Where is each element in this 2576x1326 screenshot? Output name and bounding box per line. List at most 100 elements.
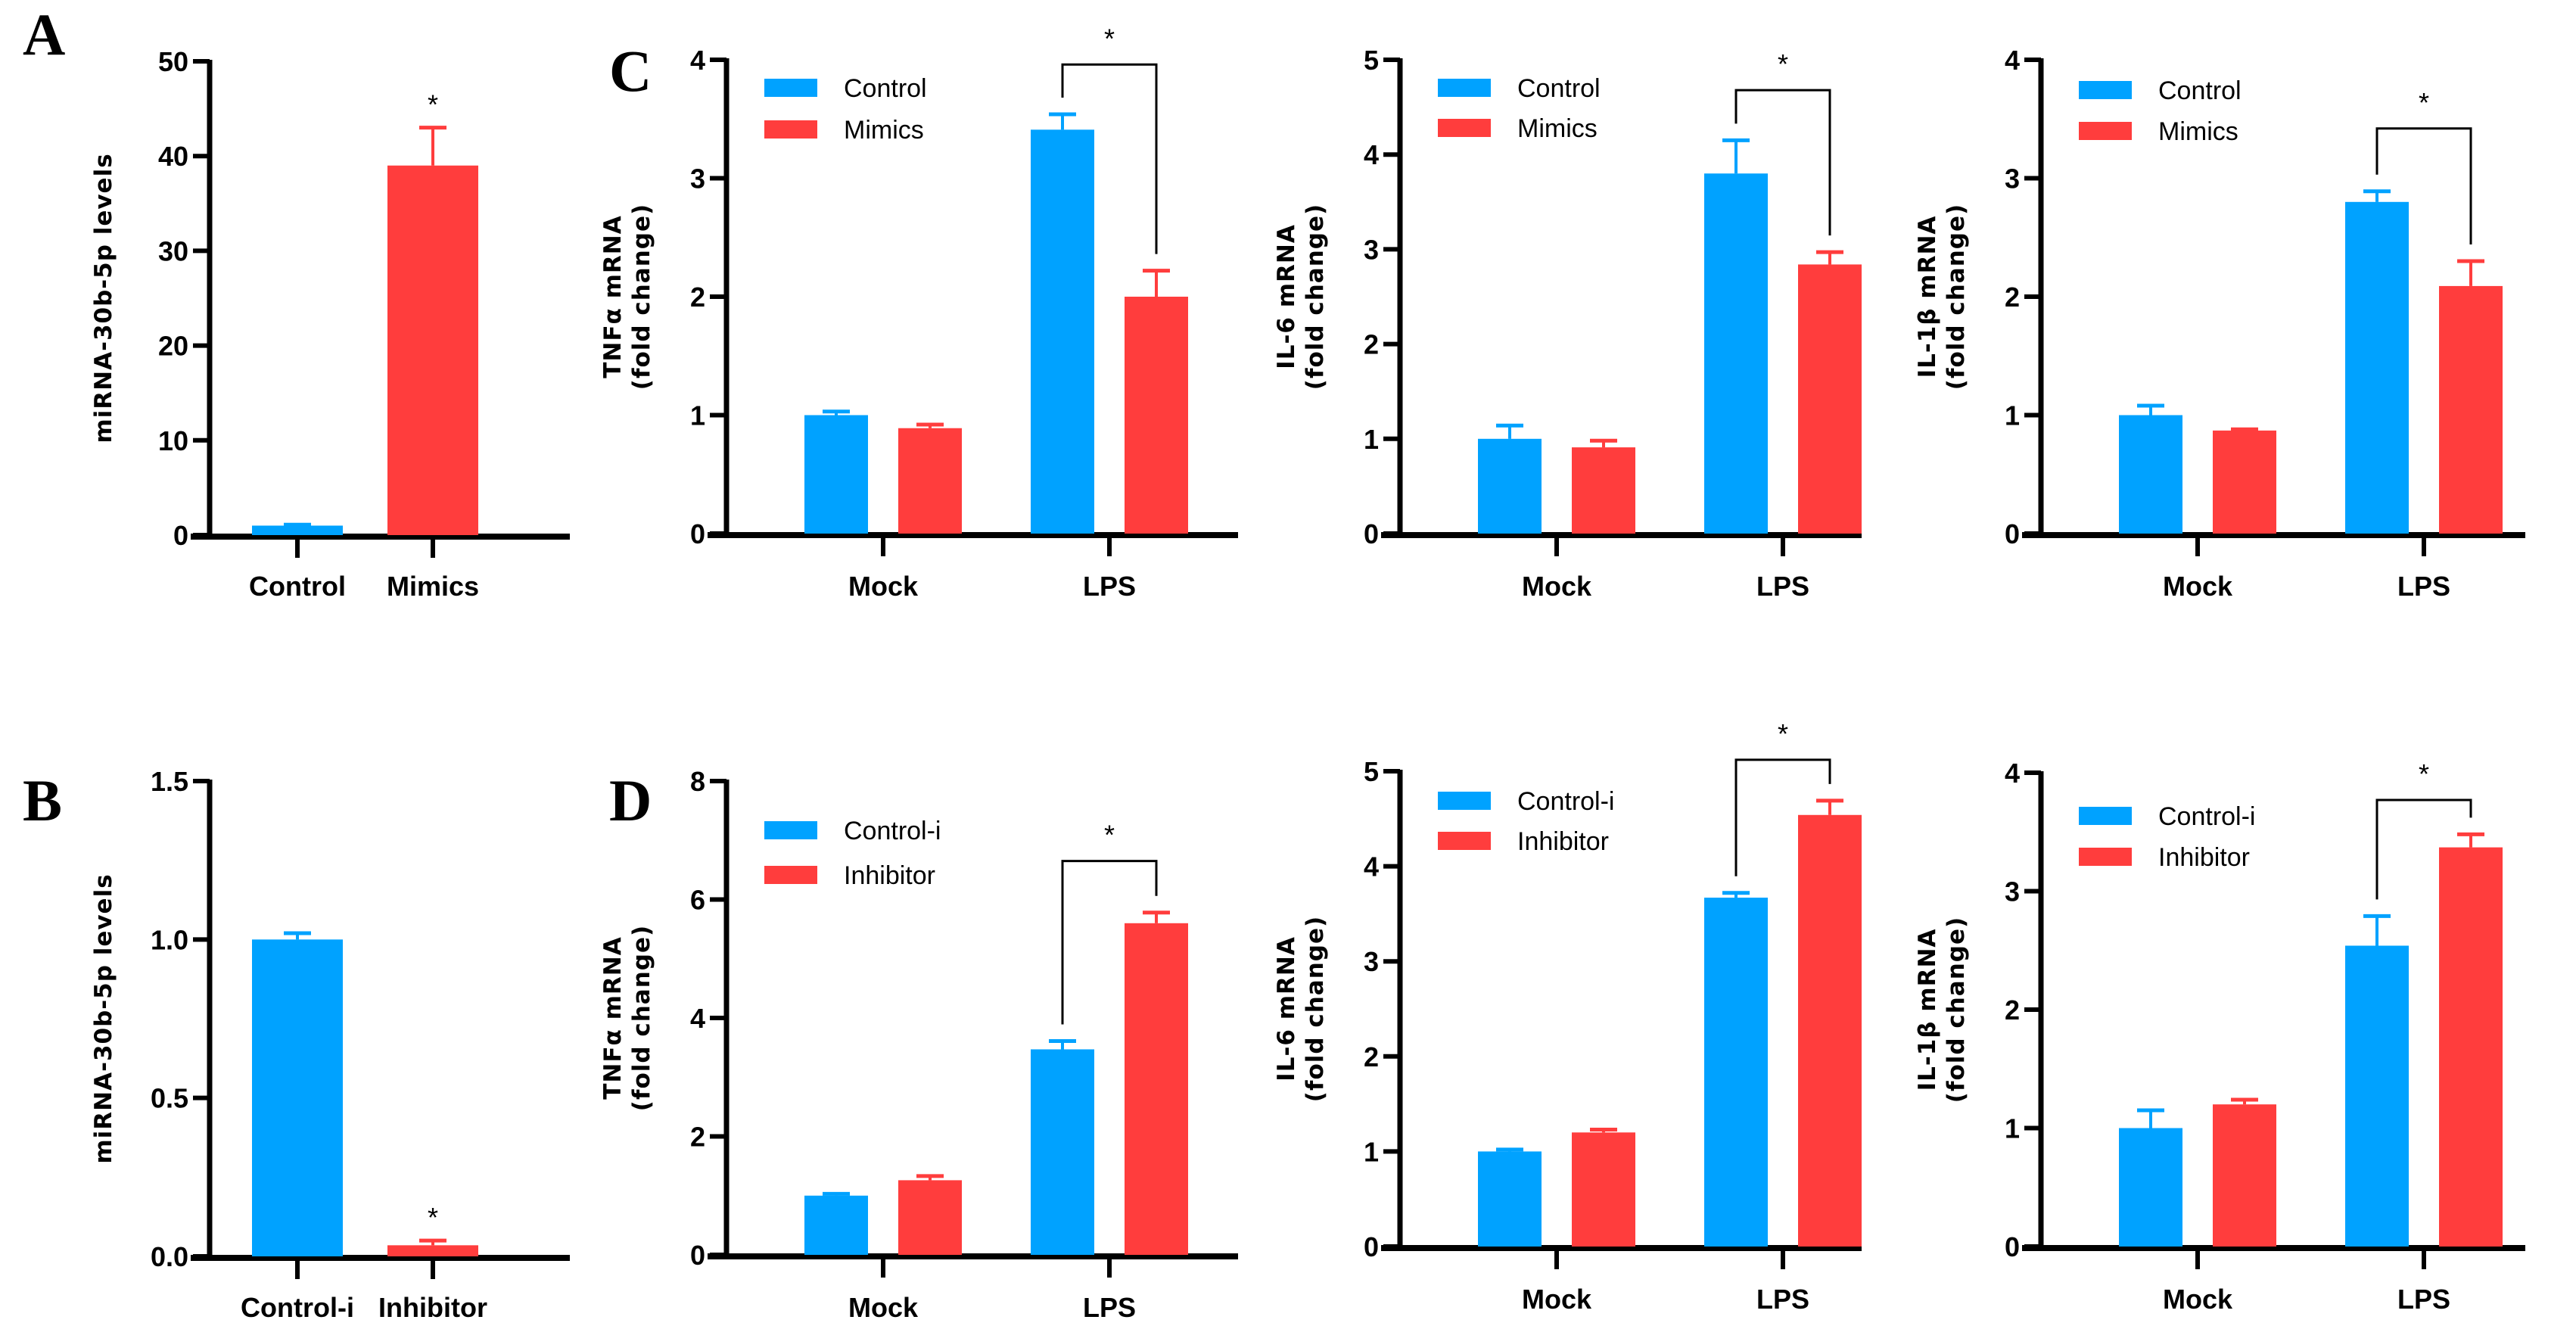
y-axis-subtitle: (fold change) [1302, 916, 1329, 1102]
significance-star: * [2419, 87, 2429, 118]
y-tick-label: 5 [1364, 756, 1379, 787]
chart-panel: C 0 1 2 3 4 TNFα mRNA (fold change) Mock LPS Contr… [599, 23, 1238, 602]
x-tick-label: Mock [1522, 571, 1592, 602]
y-tick-label: 0 [173, 520, 188, 551]
legend-swatch [764, 79, 817, 97]
bar [1031, 129, 1094, 534]
y-tick-label: 30 [158, 235, 188, 266]
significance-star: * [428, 1202, 438, 1233]
y-tick-label: 4 [2005, 758, 2020, 789]
legend-swatch [1438, 792, 1491, 810]
bar [387, 165, 478, 535]
y-tick-label: 50 [158, 46, 188, 77]
legend-swatch [2079, 122, 2132, 140]
y-tick-label: 2 [1364, 1041, 1379, 1072]
bar [2439, 847, 2503, 1247]
y-axis-title: TNFα mRNA [599, 215, 627, 378]
significance-bracket [1061, 860, 1158, 1025]
y-tick-label: 1 [1364, 1136, 1379, 1167]
y-tick-label: 3 [1364, 946, 1379, 977]
y-axis-title: IL-1β mRNA [1914, 929, 1941, 1091]
significance-bracket [1734, 758, 1831, 876]
chart-panel: 0 1 2 3 4 IL-1β mRNA (fold change) Mock LPS Contr… [1914, 758, 2525, 1315]
significance-bracket [2375, 127, 2472, 245]
x-tick-label: Inhibitor [378, 1292, 487, 1323]
legend-swatch [2079, 81, 2132, 99]
x-tick-label: Control-i [241, 1292, 354, 1323]
x-tick-label: LPS [1083, 1292, 1136, 1323]
y-tick-label: 0 [2005, 518, 2020, 549]
significance-star: * [1778, 718, 1788, 749]
y-tick-label: 4 [1364, 139, 1379, 170]
y-tick-label: 8 [690, 766, 705, 797]
significance-star: * [1104, 23, 1115, 54]
y-axis-subtitle: (fold change) [1302, 204, 1329, 390]
legend-label: Control [844, 74, 927, 103]
y-tick-label: 1 [1364, 424, 1379, 455]
chart-panel: B 0.0 0.5 1.0 1.5 miRNA-30b-5p levels Control-… [23, 766, 570, 1323]
y-tick-label: 0 [2005, 1231, 2020, 1262]
y-tick-label: 1.0 [151, 924, 188, 955]
legend-swatch [1438, 832, 1491, 850]
significance-bracket [2375, 798, 2472, 900]
x-tick-label: Mock [1522, 1284, 1592, 1315]
bar [252, 525, 343, 535]
x-tick-label: Control [249, 571, 346, 602]
y-tick-label: 2 [690, 1122, 705, 1153]
significance-bracket [1061, 63, 1158, 254]
bar [2213, 1104, 2276, 1247]
x-tick-label: Mock [848, 571, 919, 602]
y-tick-label: 40 [158, 141, 188, 172]
significance-bracket [1734, 89, 1831, 236]
y-tick-label: 2 [2005, 994, 2020, 1026]
legend-label: Mimics [844, 116, 924, 145]
panel-letter: A [23, 2, 65, 67]
chart-panel: 0 1 2 3 4 5 IL-6 mRNA (fold change) Mock LPS Contr… [1273, 718, 1862, 1315]
y-tick-label: 6 [690, 885, 705, 916]
bar [1031, 1049, 1094, 1255]
significance-star: * [2419, 758, 2429, 789]
y-tick-label: 10 [158, 425, 188, 456]
bar [1798, 264, 1862, 534]
chart-panel: 0 1 2 3 4 5 IL-6 mRNA (fold change) Mock LPS Contr… [1273, 45, 1862, 602]
y-tick-label: 4 [2005, 45, 2020, 76]
bar [252, 939, 343, 1256]
y-axis-subtitle: (fold change) [628, 925, 655, 1111]
y-axis-title: TNFα mRNA [599, 936, 627, 1099]
bar [1478, 438, 1542, 534]
bar [898, 1180, 962, 1255]
y-tick-label: 3 [2005, 876, 2020, 907]
legend-swatch [764, 120, 817, 139]
bar [2345, 201, 2409, 534]
x-tick-label: Mock [848, 1292, 919, 1323]
y-tick-label: 1.5 [151, 766, 188, 797]
bar [387, 1245, 478, 1256]
legend-label: Mimics [1517, 114, 1598, 143]
legend-label: Control [2158, 76, 2242, 105]
y-axis-title: IL-1β mRNA [1914, 216, 1941, 378]
y-tick-label: 5 [1364, 45, 1379, 76]
y-axis-title: miRNA-30b-5p levels [90, 153, 117, 443]
y-tick-label: 1 [690, 400, 705, 431]
y-axis-title: IL-6 mRNA [1273, 224, 1300, 369]
y-tick-label: 20 [158, 331, 188, 362]
y-tick-label: 3 [2005, 163, 2020, 195]
x-tick-label: LPS [1756, 1284, 1809, 1315]
x-tick-label: LPS [1083, 571, 1136, 602]
bar [1572, 1132, 1635, 1247]
legend-label: Mimics [2158, 117, 2238, 146]
legend-label: Control-i [2158, 802, 2255, 831]
y-axis-title: IL-6 mRNA [1273, 936, 1300, 1082]
panel-letter: B [23, 767, 62, 833]
legend-swatch [764, 866, 817, 884]
bar [804, 415, 868, 534]
significance-star: * [428, 89, 438, 120]
y-tick-label: 2 [1364, 329, 1379, 360]
panel-letter: C [609, 38, 652, 104]
y-tick-label: 0.5 [151, 1083, 188, 1114]
significance-star: * [1778, 48, 1788, 79]
y-tick-label: 3 [1364, 234, 1379, 265]
x-tick-label: Mimics [387, 571, 479, 602]
panel-letter: D [609, 767, 652, 833]
bar [1478, 1151, 1542, 1247]
